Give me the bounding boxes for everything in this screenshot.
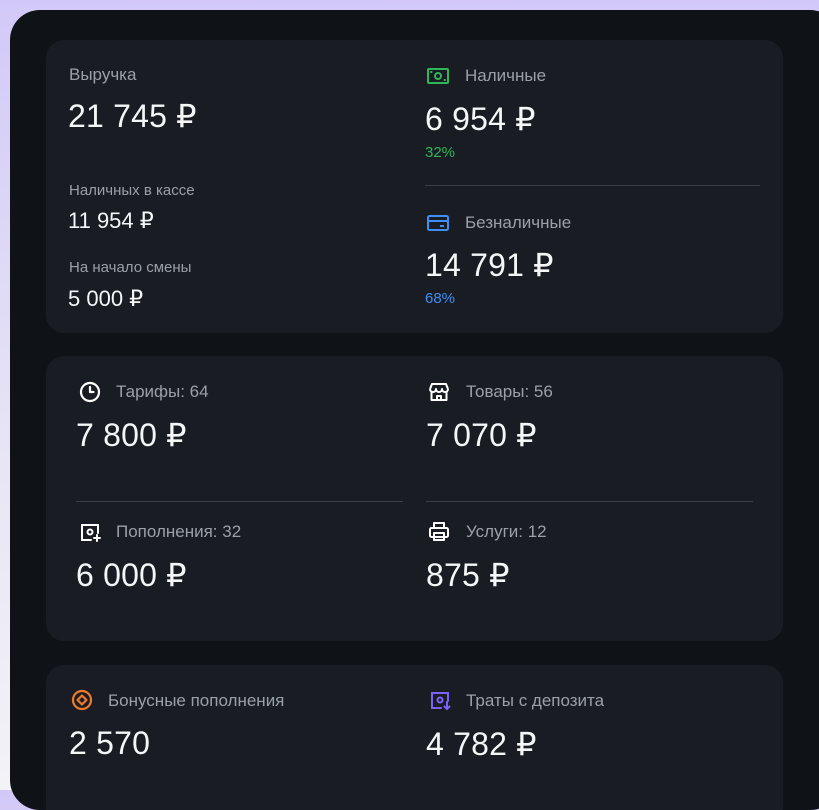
cash-in-register-value: 11 954 ₽	[68, 208, 154, 233]
topup-icon	[78, 520, 102, 544]
cashless-label: Безналичные	[465, 213, 572, 232]
cashless-percent: 68%	[425, 290, 456, 307]
summary-divider	[425, 185, 760, 186]
deposit-spending-value: 4 782 ₽	[426, 726, 537, 762]
clock-icon	[78, 380, 102, 404]
deposit-spending-icon	[428, 688, 452, 712]
revenue-value: 21 745 ₽	[68, 98, 197, 134]
categories-divider-left	[76, 501, 403, 502]
shift-start-value: 5 000 ₽	[68, 286, 144, 311]
cash-label: Наличные	[465, 66, 547, 85]
tariffs-label: Тарифы: 64	[116, 382, 209, 401]
tariffs-value: 7 800 ₽	[76, 417, 187, 453]
credit-card-icon	[426, 211, 450, 235]
categories-divider-right	[426, 501, 753, 502]
goods-value: 7 070 ₽	[426, 417, 537, 453]
bonus-topups-label: Бонусные пополнения	[108, 691, 285, 710]
store-icon	[427, 380, 451, 404]
bonus-coin-icon	[70, 688, 94, 712]
printer-icon	[427, 520, 451, 544]
topups-value: 6 000 ₽	[76, 557, 187, 593]
categories-card: Тарифы: 64 7 800 ₽ Товары: 56 7 070 ₽ По…	[46, 356, 783, 641]
cash-icon	[426, 64, 450, 88]
deposits-card: Бонусные пополнения 2 570 Траты с депози…	[46, 665, 783, 810]
cash-percent: 32%	[425, 144, 456, 161]
cash-value: 6 954 ₽	[425, 101, 536, 137]
cash-in-register-label: Наличных в кассе	[69, 182, 195, 199]
services-value: 875 ₽	[426, 557, 510, 593]
topups-label: Пополнения: 32	[116, 522, 242, 541]
services-label: Услуги: 12	[466, 522, 547, 541]
bonus-topups-value: 2 570	[69, 725, 151, 761]
shift-start-label: На начало смены	[69, 259, 192, 276]
revenue-label: Выручка	[69, 65, 137, 84]
cashless-value: 14 791 ₽	[425, 247, 554, 283]
revenue-summary-card: Выручка 21 745 ₽ Наличных в кассе 11 954…	[46, 40, 783, 333]
deposit-spending-label: Траты с депозита	[466, 691, 605, 710]
app-frame: Выручка 21 745 ₽ Наличных в кассе 11 954…	[10, 10, 819, 810]
goods-label: Товары: 56	[466, 382, 553, 401]
